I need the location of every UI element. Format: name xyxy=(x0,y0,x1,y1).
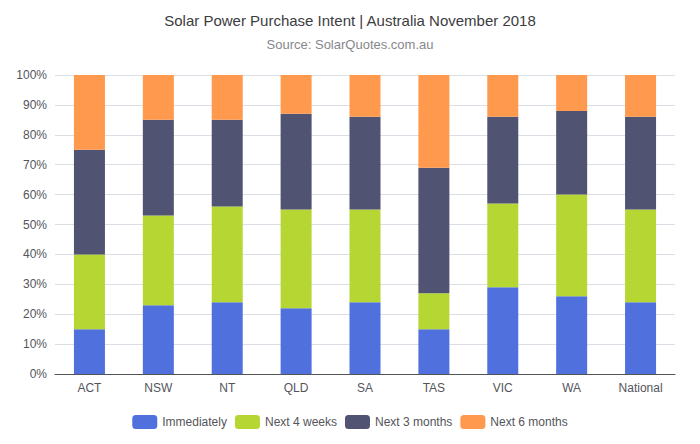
svg-text:10%: 10% xyxy=(23,337,47,351)
svg-text:WA: WA xyxy=(562,381,581,395)
svg-text:QLD: QLD xyxy=(284,381,309,395)
svg-text:70%: 70% xyxy=(23,158,47,172)
svg-text:100%: 100% xyxy=(16,68,47,82)
svg-text:30%: 30% xyxy=(23,277,47,291)
svg-text:NT: NT xyxy=(219,381,236,395)
svg-text:Immediately: Immediately xyxy=(162,415,227,429)
svg-text:60%: 60% xyxy=(23,188,47,202)
svg-text:50%: 50% xyxy=(23,218,47,232)
svg-text:National: National xyxy=(619,381,663,395)
svg-text:VIC: VIC xyxy=(493,381,513,395)
svg-text:SA: SA xyxy=(357,381,373,395)
svg-text:Next 6 months: Next 6 months xyxy=(490,415,567,429)
svg-text:20%: 20% xyxy=(23,307,47,321)
svg-text:40%: 40% xyxy=(23,247,47,261)
svg-text:TAS: TAS xyxy=(423,381,445,395)
svg-text:Next 4 weeks: Next 4 weeks xyxy=(265,415,337,429)
svg-text:80%: 80% xyxy=(23,128,47,142)
svg-text:NSW: NSW xyxy=(144,381,173,395)
svg-text:Solar Power Purchase Intent |: Solar Power Purchase Intent | Australia … xyxy=(164,12,536,29)
svg-text:Next 3 months: Next 3 months xyxy=(375,415,452,429)
svg-text:0%: 0% xyxy=(30,367,48,381)
svg-text:90%: 90% xyxy=(23,98,47,112)
svg-text:Source: SolarQuotes.com.au: Source: SolarQuotes.com.au xyxy=(267,37,434,52)
svg-text:ACT: ACT xyxy=(77,381,102,395)
